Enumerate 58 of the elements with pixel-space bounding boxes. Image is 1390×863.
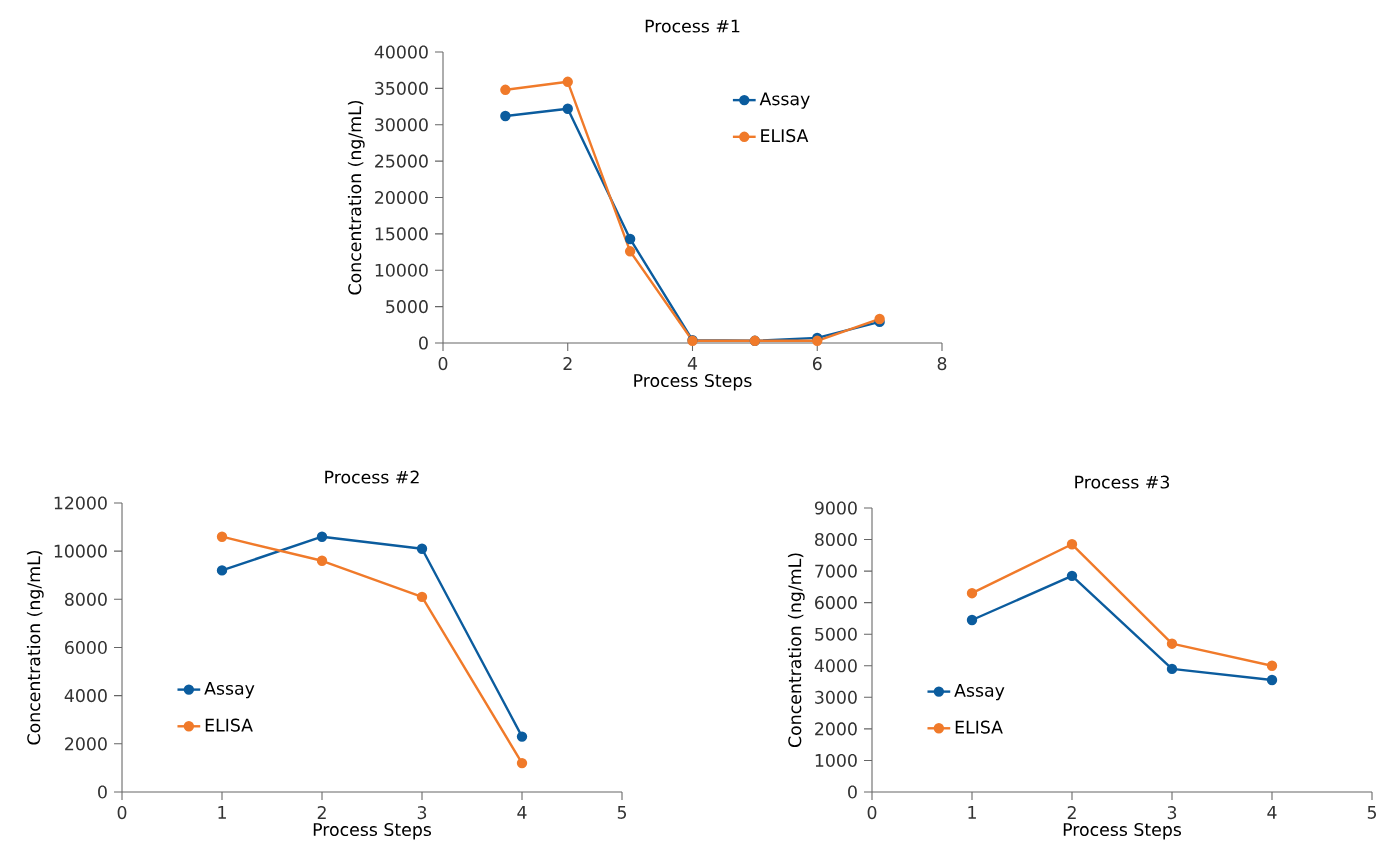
y-tick-label: 20000 xyxy=(375,190,428,205)
y-tick-label: 25000 xyxy=(375,154,428,168)
y-tick-label: 5000 xyxy=(386,300,428,314)
y-tick-label: 10000 xyxy=(375,263,428,277)
x-tick-label: 0 xyxy=(117,806,127,820)
legend-label: ELISA xyxy=(955,720,1003,734)
y-tick-label: 12000 xyxy=(54,496,107,510)
x-tick-label: 6 xyxy=(812,357,822,371)
x-tick-label: 4 xyxy=(687,357,698,370)
x-tick-label: 1 xyxy=(218,806,226,819)
y-tick-label: 4000 xyxy=(814,659,857,673)
y-tick-label: 3000 xyxy=(815,690,857,704)
x-tick-label: 5 xyxy=(1367,806,1376,819)
y-axis-title: Concentration (ng/mL) xyxy=(26,550,44,745)
y-tick-label: 9000 xyxy=(814,501,857,515)
x-tick-label: 2 xyxy=(563,357,572,370)
x-tick-label: 4 xyxy=(1267,806,1277,819)
chart-title: Process #1 xyxy=(645,19,740,33)
x-tick-label: 1 xyxy=(968,806,976,819)
y-tick-label: 6000 xyxy=(65,640,107,655)
legend-label: ELISA xyxy=(761,129,809,143)
legend-label: Assay xyxy=(954,684,1005,701)
y-tick-label: 1000 xyxy=(815,753,857,767)
y-tick-label: 0 xyxy=(848,785,857,799)
legend-label: Assay xyxy=(204,681,255,699)
y-axis-title: Concentration (ng/mL) xyxy=(787,553,805,748)
x-tick-label: 5 xyxy=(617,806,627,819)
x-tick-label: 3 xyxy=(417,806,427,820)
x-tick-label: 3 xyxy=(1167,806,1177,820)
y-tick-label: 30000 xyxy=(375,118,428,132)
x-axis-title: Process Steps xyxy=(634,373,752,391)
x-tick-label: 4 xyxy=(517,806,527,819)
x-tick-label: 2 xyxy=(1067,806,1076,819)
y-tick-label: 35000 xyxy=(375,81,428,95)
x-axis-title: Process Steps xyxy=(313,822,432,840)
x-tick-label: 0 xyxy=(438,357,448,371)
y-tick-label: 8000 xyxy=(65,592,107,606)
x-tick-label: 8 xyxy=(937,357,947,371)
y-tick-label: 5000 xyxy=(815,627,857,641)
y-tick-label: 7000 xyxy=(815,564,857,578)
y-tick-label: 8000 xyxy=(815,532,857,547)
chart-title: Process #3 xyxy=(1075,475,1170,489)
y-tick-label: 2000 xyxy=(815,722,857,736)
x-tick-label: 2 xyxy=(317,806,326,819)
y-tick-label: 10000 xyxy=(54,544,107,558)
y-tick-label: 2000 xyxy=(65,737,107,751)
y-tick-label: 6000 xyxy=(815,596,857,610)
legend-label: ELISA xyxy=(205,718,253,732)
y-axis-title: Concentration (ng/mL) xyxy=(347,100,365,295)
y-tick-label: 40000 xyxy=(374,45,428,59)
chart-title: Process #2 xyxy=(325,470,419,484)
x-tick-label: 0 xyxy=(867,806,877,820)
x-axis-title: Process Steps xyxy=(1063,822,1182,840)
y-tick-label: 0 xyxy=(98,785,107,799)
y-tick-label: 4000 xyxy=(64,689,107,703)
y-tick-label: 0 xyxy=(419,336,428,350)
legend-label: Assay xyxy=(759,92,810,109)
y-tick-label: 15000 xyxy=(375,227,428,241)
